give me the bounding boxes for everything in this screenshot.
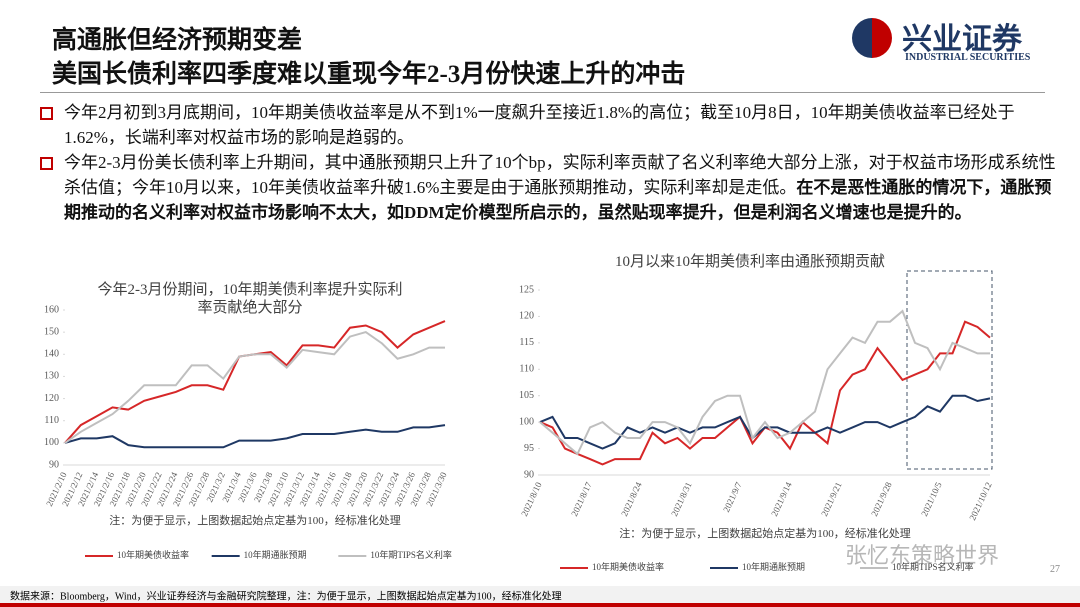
y-tick-label: 90 — [524, 469, 534, 480]
legend-label: 10年期通胀预期 — [244, 549, 307, 560]
x-tick-label: 2021/8/17 — [569, 480, 594, 518]
series-line — [539, 320, 991, 466]
x-tick-label: 2021/9/28 — [869, 480, 894, 518]
y-tick-label: 105 — [519, 390, 534, 401]
page-number: 27 — [1050, 564, 1060, 575]
series-line — [539, 394, 991, 450]
title: 高通胀但经济预期变差 — [52, 27, 303, 54]
logo-icon — [852, 18, 892, 58]
bullet-bold: 在不是恶性通胀的情况下，通胀预期推动的名义利率对权益市场影响不太大，如DDM定价… — [64, 178, 1052, 222]
chart-title: 今年2-3月份期间，10年期美债利率提升实际利 — [98, 281, 403, 298]
chart-note: 注：为便于显示，上图数据起始点定基为100，经标准化处理 — [619, 526, 911, 540]
y-tick-label: 100 — [44, 437, 59, 448]
watermark: 张忆东策略世界 — [845, 543, 999, 568]
y-tick-label: 100 — [519, 416, 534, 427]
series-line — [539, 309, 990, 456]
y-tick-label: 115 — [519, 337, 534, 348]
series-line — [64, 424, 446, 449]
divider — [40, 92, 1045, 93]
bullet: 今年2-3月份美长债利率上升期间，其中通胀预期只上升了10个bp，实际利率贡献了… — [40, 150, 1064, 225]
bullet-text: 今年2-3月份美长债利率上升期间，其中通胀预期只上升了10个bp，实际利率贡献了… — [64, 153, 1056, 197]
logo-name: 兴业证券 — [902, 23, 1022, 56]
x-tick-label: 2021/8/24 — [619, 480, 644, 518]
y-tick-label: 120 — [519, 311, 534, 322]
source: 数据来源：Bloomberg，Wind，兴业证券经济与金融研究院整理，注：为便于… — [10, 589, 562, 602]
y-tick-label: 90 — [49, 459, 59, 470]
bullet-text: 今年2月初到3月底期间，10年期美债收益率是从不到1%一度飙升至接近1.8%的高… — [64, 103, 1015, 147]
footer-strip — [0, 603, 1080, 607]
footer-bar — [0, 586, 1080, 607]
legend-label: 10年期美债收益率 — [117, 549, 189, 560]
y-tick-label: 150 — [44, 326, 59, 337]
legend-label: 10年期美债收益率 — [592, 561, 664, 572]
x-tick-label: 2021/9/21 — [819, 480, 843, 517]
x-tick-label: 2021/9/14 — [769, 480, 794, 518]
series-line — [64, 331, 445, 444]
y-tick-label: 110 — [519, 364, 534, 375]
y-tick-label: 95 — [524, 443, 534, 454]
logo-sub: INDUSTRIAL SECURITIES — [905, 52, 1031, 63]
legend-label: 10年期TIPS名义利率 — [892, 561, 974, 572]
y-tick-label: 120 — [44, 393, 59, 404]
x-tick-label: 2021/9/7 — [721, 480, 744, 514]
x-tick-label: 2021/8/10 — [519, 480, 544, 518]
y-tick-label: 125 — [519, 284, 534, 295]
x-tick-label: 2021/8/31 — [669, 480, 693, 517]
chart-title: 率贡献绝大部分 — [197, 299, 302, 316]
highlight-box — [906, 270, 993, 470]
chart-title: 10月以来10年期美债利率由通胀预期贡献 — [615, 253, 885, 270]
y-tick-label: 140 — [44, 349, 59, 360]
bullet: 今年2月初到3月底期间，10年期美债收益率是从不到1%一度飙升至接近1.8%的高… — [40, 100, 1064, 150]
y-tick-label: 110 — [44, 415, 59, 426]
x-tick-label: 2021/10/5 — [919, 480, 944, 518]
legend-label: 10年期通胀预期 — [742, 561, 805, 572]
x-tick-label: 2021/10/12 — [967, 480, 993, 521]
subtitle: 美国长债利率四季度难以重现今年2-3月份快速上升的冲击 — [52, 61, 686, 88]
y-tick-label: 130 — [44, 371, 59, 382]
legend-label: 10年期TIPS名义利率 — [370, 549, 452, 560]
y-tick-label: 160 — [44, 304, 59, 315]
chart-note: 注：为便于显示，上图数据起始点定基为100，经标准化处理 — [109, 513, 401, 527]
series-line — [64, 320, 446, 444]
